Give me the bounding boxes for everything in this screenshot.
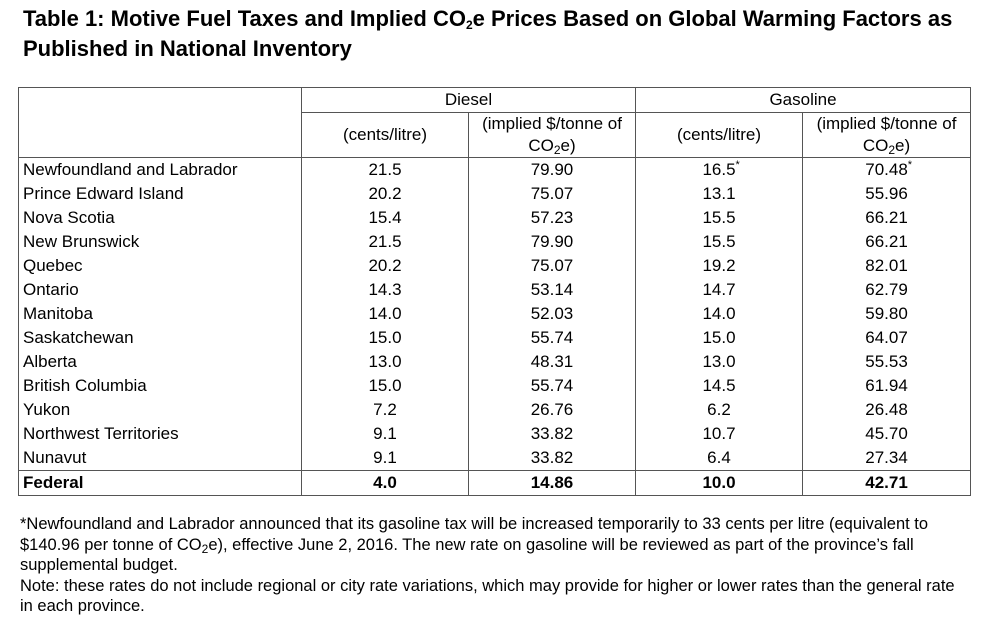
gasoline-implied-cell: 62.79 bbox=[801, 277, 972, 302]
diesel-cents-cell: 20.2 bbox=[301, 253, 469, 278]
diesel-cents-header: (cents/litre) bbox=[301, 112, 469, 158]
province-cell: Quebec bbox=[18, 253, 302, 278]
gasoline-cents-cell: 14.0 bbox=[635, 301, 803, 326]
diesel-cents-cell: 7.2 bbox=[301, 397, 469, 422]
table-row: Prince Edward Island 20.2 75.07 13.1 55.… bbox=[18, 181, 972, 206]
federal-row: Federal 4.0 14.86 10.0 42.71 bbox=[18, 469, 972, 496]
diesel-implied-cell: 79.90 bbox=[468, 156, 636, 182]
diesel-implied-cell: 33.82 bbox=[468, 445, 636, 470]
diesel-implied-cell: 57.23 bbox=[468, 205, 636, 230]
province-cell: Newfoundland and Labrador bbox=[18, 156, 302, 182]
table-row: Nova Scotia 15.4 57.23 15.5 66.21 bbox=[18, 205, 972, 230]
gasoline-cents-cell: 19.2 bbox=[635, 253, 803, 278]
gasoline-implied-cell: 61.94 bbox=[801, 373, 972, 398]
table-row: Saskatchewan 15.0 55.74 15.0 64.07 bbox=[18, 325, 972, 350]
diesel-implied-cell: 75.07 bbox=[468, 181, 636, 206]
diesel-cents-cell: 20.2 bbox=[301, 181, 469, 206]
province-cell: Northwest Territories bbox=[18, 421, 302, 446]
diesel-implied-cell: 55.74 bbox=[468, 373, 636, 398]
gasoline-implied-cell: 66.21 bbox=[801, 205, 972, 230]
table-row: Nunavut 9.1 33.82 6.4 27.34 bbox=[18, 445, 972, 470]
gasoline-implied-cell: 42.71 bbox=[801, 469, 972, 496]
diesel-cents-cell: 9.1 bbox=[301, 445, 469, 470]
province-cell: Yukon bbox=[18, 397, 302, 422]
gasoline-cents-cell: 6.4 bbox=[635, 445, 803, 470]
diesel-implied-cell: 52.03 bbox=[468, 301, 636, 326]
gasoline-implied-cell: 26.48 bbox=[801, 397, 972, 422]
province-cell: Nova Scotia bbox=[18, 205, 302, 230]
gasoline-implied-cell: 27.34 bbox=[801, 445, 972, 470]
fuel-tax-table: Diesel Gasoline (cents/litre) (implied $… bbox=[18, 87, 972, 496]
table-row: British Columbia 15.0 55.74 14.5 61.94 bbox=[18, 373, 972, 398]
gasoline-implied-cell: 70.48 * bbox=[801, 156, 972, 182]
gasoline-implied-header: (implied $/tonne of CO2e) bbox=[801, 112, 972, 158]
diesel-implied-cell: 55.74 bbox=[468, 325, 636, 350]
gasoline-cents-cell: 15.0 bbox=[635, 325, 803, 350]
diesel-cents-cell: 4.0 bbox=[301, 469, 469, 496]
diesel-implied-cell: 14.86 bbox=[468, 469, 636, 496]
diesel-cents-cell: 21.5 bbox=[301, 229, 469, 254]
table-row: Ontario 14.3 53.14 14.7 62.79 bbox=[18, 277, 972, 302]
gasoline-implied-cell: 45.70 bbox=[801, 421, 972, 446]
gasoline-cents-cell: 13.0 bbox=[635, 349, 803, 374]
diesel-cents-cell: 15.4 bbox=[301, 205, 469, 230]
gasoline-implied-cell: 55.96 bbox=[801, 181, 972, 206]
province-cell: Alberta bbox=[18, 349, 302, 374]
table-row: Newfoundland and Labrador 21.5 79.90 16.… bbox=[18, 156, 972, 182]
table-row: Alberta 13.0 48.31 13.0 55.53 bbox=[18, 349, 972, 374]
province-cell: Manitoba bbox=[18, 301, 302, 326]
table-row: Yukon 7.2 26.76 6.2 26.48 bbox=[18, 397, 972, 422]
diesel-cents-cell: 13.0 bbox=[301, 349, 469, 374]
province-cell: Prince Edward Island bbox=[18, 181, 302, 206]
diesel-cents-cell: 15.0 bbox=[301, 373, 469, 398]
province-cell: Nunavut bbox=[18, 445, 302, 470]
diesel-cents-cell: 9.1 bbox=[301, 421, 469, 446]
diesel-header: Diesel bbox=[301, 87, 636, 113]
footnote-mark: * bbox=[907, 158, 913, 171]
gasoline-cents-cell: 15.5 bbox=[635, 205, 803, 230]
gasoline-cents-cell: 14.7 bbox=[635, 277, 803, 302]
table-row: Manitoba 14.0 52.03 14.0 59.80 bbox=[18, 301, 972, 326]
diesel-implied-cell: 53.14 bbox=[468, 277, 636, 302]
province-cell: New Brunswick bbox=[18, 229, 302, 254]
gasoline-cents-cell: 10.7 bbox=[635, 421, 803, 446]
gasoline-implied-cell: 55.53 bbox=[801, 349, 972, 374]
diesel-implied-cell: 75.07 bbox=[468, 253, 636, 278]
province-cell: Ontario bbox=[18, 277, 302, 302]
province-cell: Federal bbox=[18, 469, 302, 496]
gasoline-cents-cell: 15.5 bbox=[635, 229, 803, 254]
gasoline-implied-cell: 66.21 bbox=[801, 229, 972, 254]
table-row: Northwest Territories 9.1 33.82 10.7 45.… bbox=[18, 421, 972, 446]
note: Note: these rates do not include regiona… bbox=[20, 576, 955, 616]
diesel-implied-header: (implied $/tonne of CO2e) bbox=[468, 112, 636, 158]
gasoline-implied-cell: 82.01 bbox=[801, 253, 972, 278]
gasoline-cents-cell: 6.2 bbox=[635, 397, 803, 422]
footnote-mark: * bbox=[735, 158, 740, 171]
gasoline-cents-cell: 16.5 * bbox=[635, 156, 803, 182]
province-cell: Saskatchewan bbox=[18, 325, 302, 350]
gasoline-header: Gasoline bbox=[634, 87, 972, 113]
table-row: Quebec 20.2 75.07 19.2 82.01 bbox=[18, 253, 972, 278]
diesel-implied-cell: 48.31 bbox=[468, 349, 636, 374]
diesel-cents-cell: 21.5 bbox=[301, 156, 469, 182]
diesel-implied-cell: 79.90 bbox=[468, 229, 636, 254]
gasoline-cents-cell: 14.5 bbox=[635, 373, 803, 398]
footnote: *Newfoundland and Labrador announced tha… bbox=[20, 515, 929, 574]
province-cell: British Columbia bbox=[18, 373, 302, 398]
table-row: New Brunswick 21.5 79.90 15.5 66.21 bbox=[18, 229, 972, 254]
table-title: Table 1: Motive Fuel Taxes and Implied C… bbox=[23, 6, 953, 61]
stub-header bbox=[18, 87, 302, 158]
diesel-cents-cell: 14.3 bbox=[301, 277, 469, 302]
gasoline-implied-cell: 59.80 bbox=[801, 301, 972, 326]
gasoline-cents-cell: 10.0 bbox=[635, 469, 803, 496]
diesel-implied-cell: 26.76 bbox=[468, 397, 636, 422]
diesel-implied-cell: 33.82 bbox=[468, 421, 636, 446]
gasoline-cents-header: (cents/litre) bbox=[635, 112, 803, 158]
diesel-cents-cell: 15.0 bbox=[301, 325, 469, 350]
table-notes: *Newfoundland and Labrador announced tha… bbox=[20, 514, 970, 617]
gasoline-implied-cell: 64.07 bbox=[801, 325, 972, 350]
diesel-cents-cell: 14.0 bbox=[301, 301, 469, 326]
gasoline-cents-cell: 13.1 bbox=[635, 181, 803, 206]
